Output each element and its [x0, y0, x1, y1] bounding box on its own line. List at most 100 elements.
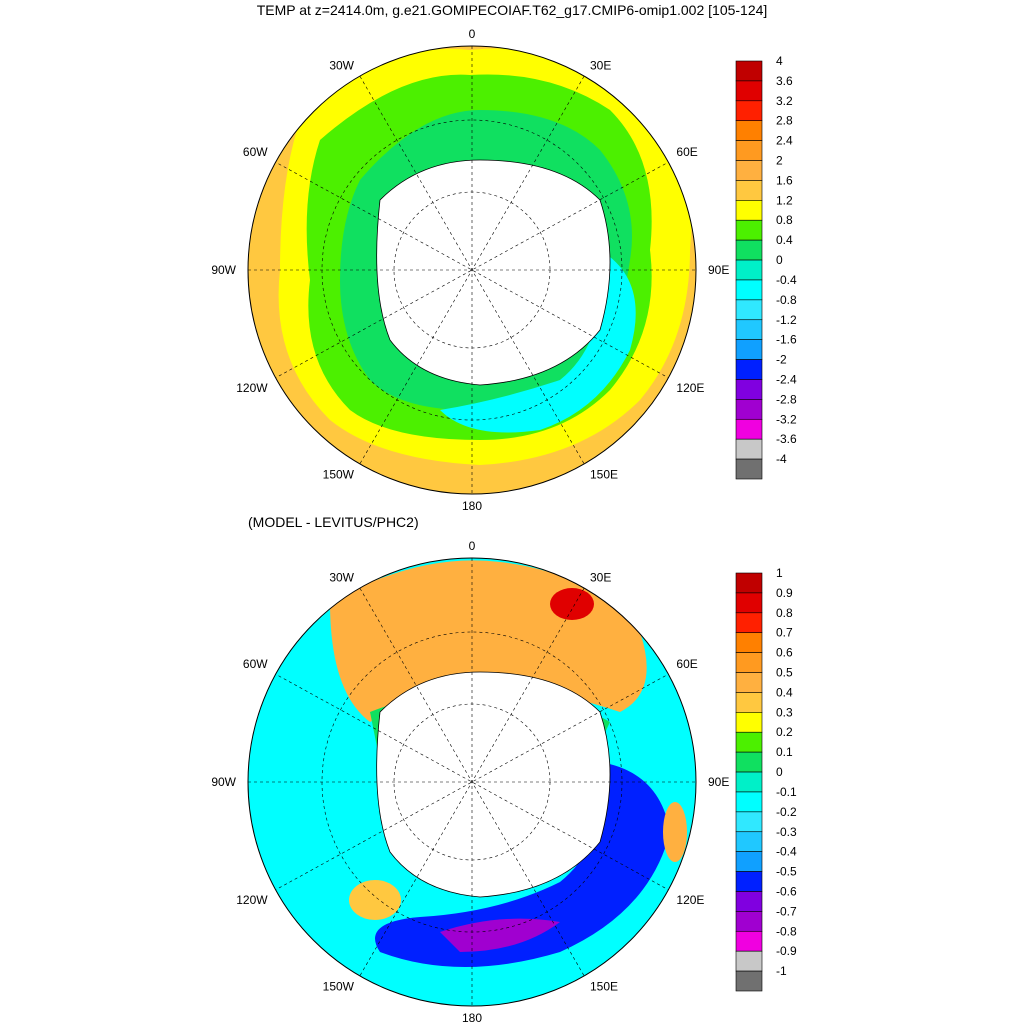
colorbar-swatch [735, 612, 763, 634]
colorbar-swatch [735, 891, 763, 912]
colorbar-swatch [735, 458, 763, 480]
longitude-label: 30W [329, 59, 354, 73]
colorbar-swatch [735, 299, 763, 321]
longitude-labels-bot: 0 30E 60E 90E 120E 150E 180 150W 120W 90W 60W 30W [211, 539, 729, 1024]
colorbar-swatch [735, 259, 763, 281]
colorbar-label: -0.7 [776, 904, 797, 918]
colorbar-label: 0.8 [776, 213, 793, 227]
colorbar-label: 0.4 [776, 233, 793, 247]
longitude-label: 0 [469, 27, 476, 41]
colorbar-label: 0.5 [776, 666, 793, 680]
longitude-label: 60E [676, 657, 697, 671]
colorbar-label: 1.6 [776, 173, 793, 187]
colorbar-bot: 1 0.9 0.8 0.7 0.6 0.5 0.4 0.3 0.2 0.1 0 -0.1 -0.2 -0.… [735, 566, 797, 992]
longitude-label: 90W [211, 263, 236, 277]
colorbar-label: -0.8 [776, 924, 797, 938]
colorbar-label: -4 [776, 452, 787, 466]
colorbar-swatch [735, 970, 763, 992]
colorbar-swatch [735, 950, 763, 972]
colorbar-swatch [735, 418, 763, 440]
colorbar-label: -1.2 [776, 313, 797, 327]
colorbar-swatch [735, 811, 763, 833]
colorbar-label: -0.4 [776, 845, 797, 859]
colorbar-label: -2.8 [776, 392, 797, 406]
colorbar-label: 3.6 [776, 74, 793, 88]
colorbar-label: 2.8 [776, 114, 793, 128]
colorbar-label: -3.2 [776, 412, 797, 426]
panel-subtitle: (MODEL - LEVITUS/PHC2) [248, 514, 419, 530]
map-border-top [247, 45, 697, 495]
colorbar-label: 0.6 [776, 646, 793, 660]
colorbar-swatch [735, 160, 763, 181]
difference-map-panel: 0 30E 60E 90E 120E 150E 180 150W 120W 90W 60W 30W 1… [211, 539, 797, 1024]
colorbar-swatch [735, 592, 763, 614]
page-title: TEMP at z=2414.0m, g.e21.GOMIPECOIAF.T62… [256, 2, 768, 18]
longitude-label: 150W [323, 467, 355, 481]
longitude-label: 90E [708, 263, 729, 277]
colorbar-label: -0.6 [776, 885, 797, 899]
colorbar-swatch [735, 692, 763, 713]
colorbar-swatch [735, 731, 763, 753]
colorbar-label: -2.4 [776, 373, 797, 387]
colorbar-label: 2.4 [776, 134, 793, 148]
colorbar-label: 0.7 [776, 626, 793, 640]
colorbar-label: -0.3 [776, 825, 797, 839]
colorbar-label: -1 [776, 964, 787, 978]
longitude-label: 150E [590, 979, 618, 993]
colorbar-label: -0.4 [776, 273, 797, 287]
map-field-top [248, 46, 696, 494]
colorbar-swatch [735, 339, 763, 360]
colorbar-swatch [735, 851, 763, 872]
colorbar-swatch [735, 871, 763, 892]
colorbar-label: -0.5 [776, 865, 797, 879]
colorbar-swatch [735, 359, 763, 380]
colorbar-swatch [735, 771, 763, 793]
colorbar-label: 0.3 [776, 705, 793, 719]
field-cold-pacific [375, 762, 670, 967]
longitude-label: 120W [236, 381, 268, 395]
longitude-label: 180 [462, 1011, 482, 1024]
antarctica-landmass [376, 159, 611, 386]
field-hot-spot [550, 588, 594, 620]
colorbar-swatch [735, 911, 763, 932]
temperature-map-panel: 0 30E 60E 90E 120E 150E 180 150W 120W 90W 60W 30W 4… [211, 27, 797, 512]
colorbar-label: 0 [776, 253, 783, 267]
longitude-label: 150E [590, 467, 618, 481]
colorbar-label: 0.4 [776, 685, 793, 699]
map-border-bot [247, 557, 697, 1007]
colorbar-swatch [735, 200, 763, 221]
colorbar-swatch [735, 652, 763, 673]
colorbar-label: 0.1 [776, 745, 793, 759]
colorbar-label: -2 [776, 353, 787, 367]
colorbar-swatch [735, 438, 763, 460]
colorbar-swatch [735, 751, 763, 773]
colorbar-swatch [735, 791, 763, 813]
longitude-label: 60W [243, 145, 268, 159]
longitude-label: 120E [676, 893, 704, 907]
colorbar-label: -1.6 [776, 333, 797, 347]
colorbar-swatch [735, 399, 763, 420]
longitude-label: 90W [211, 775, 236, 789]
colorbar-label: -0.8 [776, 293, 797, 307]
longitude-label: 90E [708, 775, 729, 789]
longitude-label: 60E [676, 145, 697, 159]
colorbar-label: 3.2 [776, 94, 793, 108]
antarctica-landmass-bot [376, 671, 611, 898]
colorbar-swatch [735, 279, 763, 301]
colorbar-label: -0.9 [776, 944, 797, 958]
colorbar-swatch [735, 319, 763, 340]
colorbar-label: -3.6 [776, 432, 797, 446]
colorbar-label: 0.2 [776, 725, 793, 739]
field-warm-anomaly [349, 880, 401, 920]
longitude-label: 120E [676, 381, 704, 395]
longitude-label: 30E [590, 571, 611, 585]
colorbar-label: 1 [776, 566, 783, 580]
field-warm-east [663, 802, 687, 862]
field-cold-sector [440, 250, 636, 433]
colorbar-swatch [735, 672, 763, 693]
colorbar-label: 1.2 [776, 193, 793, 207]
longitude-labels-top: 0 30E 60E 90E 120E 150E 180 150W 120W 90W 60W 30W [211, 27, 729, 512]
colorbar-swatch [735, 572, 763, 594]
colorbar-label: -0.2 [776, 805, 797, 819]
longitude-label: 0 [469, 539, 476, 553]
